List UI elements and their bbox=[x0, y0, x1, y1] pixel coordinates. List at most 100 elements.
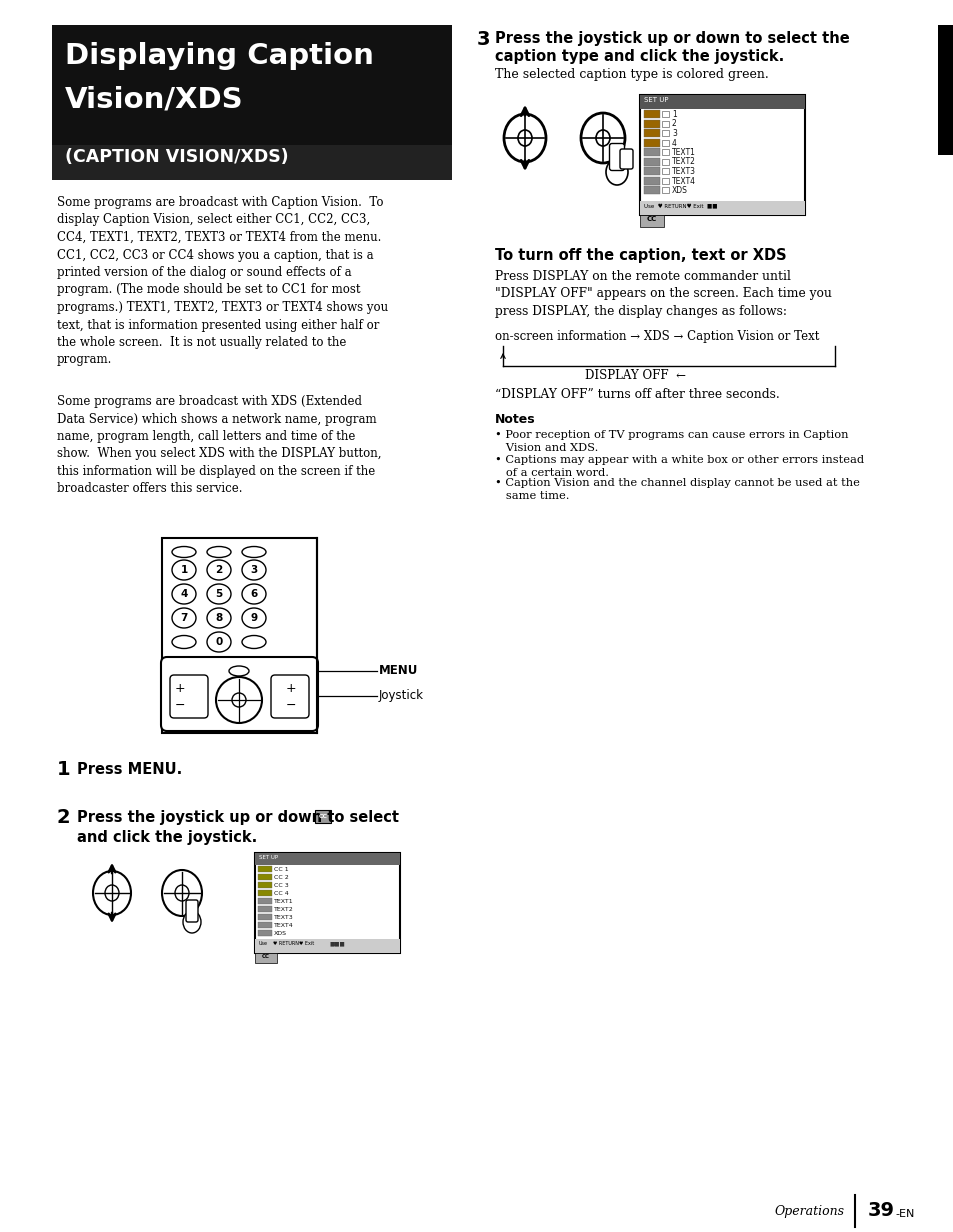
Text: Joystick: Joystick bbox=[378, 690, 423, 702]
FancyBboxPatch shape bbox=[661, 187, 668, 193]
FancyBboxPatch shape bbox=[661, 159, 668, 165]
Text: TEXT4: TEXT4 bbox=[274, 923, 294, 928]
FancyBboxPatch shape bbox=[643, 138, 659, 147]
Text: 5: 5 bbox=[215, 589, 222, 599]
Text: +: + bbox=[174, 683, 185, 696]
Ellipse shape bbox=[605, 159, 627, 185]
Text: Notes: Notes bbox=[495, 413, 535, 426]
Text: TEXT2: TEXT2 bbox=[671, 158, 695, 166]
Text: CC: CC bbox=[646, 216, 657, 222]
Text: 7: 7 bbox=[180, 614, 188, 623]
Ellipse shape bbox=[242, 547, 266, 558]
Text: Press DISPLAY on the remote commander until
"DISPLAY OFF" appears on the screen.: Press DISPLAY on the remote commander un… bbox=[495, 270, 831, 318]
Text: 4: 4 bbox=[180, 589, 188, 599]
FancyBboxPatch shape bbox=[643, 148, 659, 156]
Circle shape bbox=[232, 692, 246, 707]
Text: To turn off the caption, text or XDS: To turn off the caption, text or XDS bbox=[495, 248, 786, 262]
FancyBboxPatch shape bbox=[639, 95, 804, 216]
Text: Vision/XDS: Vision/XDS bbox=[65, 85, 243, 113]
FancyBboxPatch shape bbox=[643, 186, 659, 193]
Ellipse shape bbox=[517, 131, 532, 147]
Ellipse shape bbox=[172, 561, 195, 580]
FancyBboxPatch shape bbox=[257, 914, 272, 920]
Text: 1: 1 bbox=[671, 110, 676, 120]
Circle shape bbox=[215, 678, 262, 723]
Text: 1: 1 bbox=[180, 565, 188, 575]
Text: 2: 2 bbox=[57, 808, 71, 827]
FancyBboxPatch shape bbox=[257, 906, 272, 912]
Ellipse shape bbox=[92, 871, 131, 915]
FancyBboxPatch shape bbox=[661, 177, 668, 184]
FancyBboxPatch shape bbox=[643, 168, 659, 175]
FancyBboxPatch shape bbox=[609, 143, 624, 170]
Text: • Poor reception of TV programs can cause errors in Caption
   Vision and XDS.: • Poor reception of TV programs can caus… bbox=[495, 430, 847, 453]
Text: Press MENU.: Press MENU. bbox=[77, 763, 182, 777]
Text: SET UP: SET UP bbox=[258, 855, 278, 860]
FancyBboxPatch shape bbox=[257, 873, 272, 880]
Text: CC: CC bbox=[318, 813, 327, 818]
Text: Some programs are broadcast with XDS (Extended
Data Service) which shows a netwo: Some programs are broadcast with XDS (Ex… bbox=[57, 395, 381, 495]
Ellipse shape bbox=[596, 131, 609, 147]
FancyBboxPatch shape bbox=[619, 149, 633, 169]
FancyBboxPatch shape bbox=[254, 853, 399, 865]
FancyBboxPatch shape bbox=[254, 939, 399, 954]
FancyBboxPatch shape bbox=[661, 111, 668, 117]
Text: XDS: XDS bbox=[274, 931, 287, 936]
Ellipse shape bbox=[105, 885, 119, 901]
Text: Operations: Operations bbox=[774, 1205, 844, 1217]
FancyBboxPatch shape bbox=[661, 149, 668, 155]
Text: -EN: -EN bbox=[894, 1209, 913, 1218]
FancyBboxPatch shape bbox=[186, 901, 198, 922]
Ellipse shape bbox=[242, 561, 266, 580]
FancyBboxPatch shape bbox=[643, 129, 659, 137]
Ellipse shape bbox=[580, 113, 624, 163]
Text: 3: 3 bbox=[476, 30, 490, 49]
Text: MENU: MENU bbox=[378, 664, 418, 678]
Text: +: + bbox=[285, 683, 296, 696]
FancyBboxPatch shape bbox=[314, 809, 331, 823]
Text: DISPLAY OFF  ←: DISPLAY OFF ← bbox=[584, 370, 685, 382]
Text: TEXT2: TEXT2 bbox=[274, 907, 294, 912]
Text: TEXT1: TEXT1 bbox=[671, 148, 695, 156]
Ellipse shape bbox=[172, 609, 195, 628]
FancyBboxPatch shape bbox=[257, 866, 272, 872]
Text: 39: 39 bbox=[867, 1201, 894, 1221]
FancyBboxPatch shape bbox=[257, 930, 272, 936]
FancyBboxPatch shape bbox=[643, 110, 659, 118]
Text: TEXT3: TEXT3 bbox=[274, 915, 294, 920]
Text: Press the joystick up or down to select: Press the joystick up or down to select bbox=[77, 809, 398, 825]
FancyBboxPatch shape bbox=[661, 121, 668, 127]
Ellipse shape bbox=[183, 910, 201, 933]
Text: • Captions may appear with a white box or other errors instead
   of a certain w: • Captions may appear with a white box o… bbox=[495, 455, 863, 478]
Ellipse shape bbox=[172, 584, 195, 604]
Text: 6: 6 bbox=[250, 589, 257, 599]
Text: Use  ♥ RETURN♥ Exit  ■■: Use ♥ RETURN♥ Exit ■■ bbox=[643, 203, 717, 208]
Text: on-screen information → XDS → Caption Vision or Text: on-screen information → XDS → Caption Vi… bbox=[495, 330, 819, 342]
FancyBboxPatch shape bbox=[643, 120, 659, 127]
FancyBboxPatch shape bbox=[661, 139, 668, 145]
FancyBboxPatch shape bbox=[643, 176, 659, 185]
Text: 3: 3 bbox=[671, 129, 677, 138]
Text: Some programs are broadcast with Caption Vision.  To
display Caption Vision, sel: Some programs are broadcast with Caption… bbox=[57, 196, 388, 366]
Ellipse shape bbox=[242, 609, 266, 628]
Ellipse shape bbox=[172, 636, 195, 648]
Text: 2: 2 bbox=[215, 565, 222, 575]
Text: −: − bbox=[286, 699, 296, 712]
Text: 3: 3 bbox=[250, 565, 257, 575]
Text: 2: 2 bbox=[671, 120, 676, 128]
FancyBboxPatch shape bbox=[661, 131, 668, 136]
Text: Use: Use bbox=[258, 941, 268, 946]
Text: ♥ RETURN♥ Exit: ♥ RETURN♥ Exit bbox=[273, 941, 314, 946]
FancyBboxPatch shape bbox=[52, 145, 452, 180]
Text: 4: 4 bbox=[671, 138, 677, 148]
Text: CC 4: CC 4 bbox=[274, 891, 289, 896]
FancyBboxPatch shape bbox=[937, 25, 953, 155]
Ellipse shape bbox=[207, 584, 231, 604]
Text: 0: 0 bbox=[215, 637, 222, 647]
FancyBboxPatch shape bbox=[162, 538, 316, 733]
FancyBboxPatch shape bbox=[257, 890, 272, 896]
FancyBboxPatch shape bbox=[661, 168, 668, 174]
Text: • Caption Vision and the channel display cannot be used at the
   same time.: • Caption Vision and the channel display… bbox=[495, 478, 859, 501]
FancyBboxPatch shape bbox=[170, 675, 208, 718]
FancyBboxPatch shape bbox=[639, 216, 663, 227]
